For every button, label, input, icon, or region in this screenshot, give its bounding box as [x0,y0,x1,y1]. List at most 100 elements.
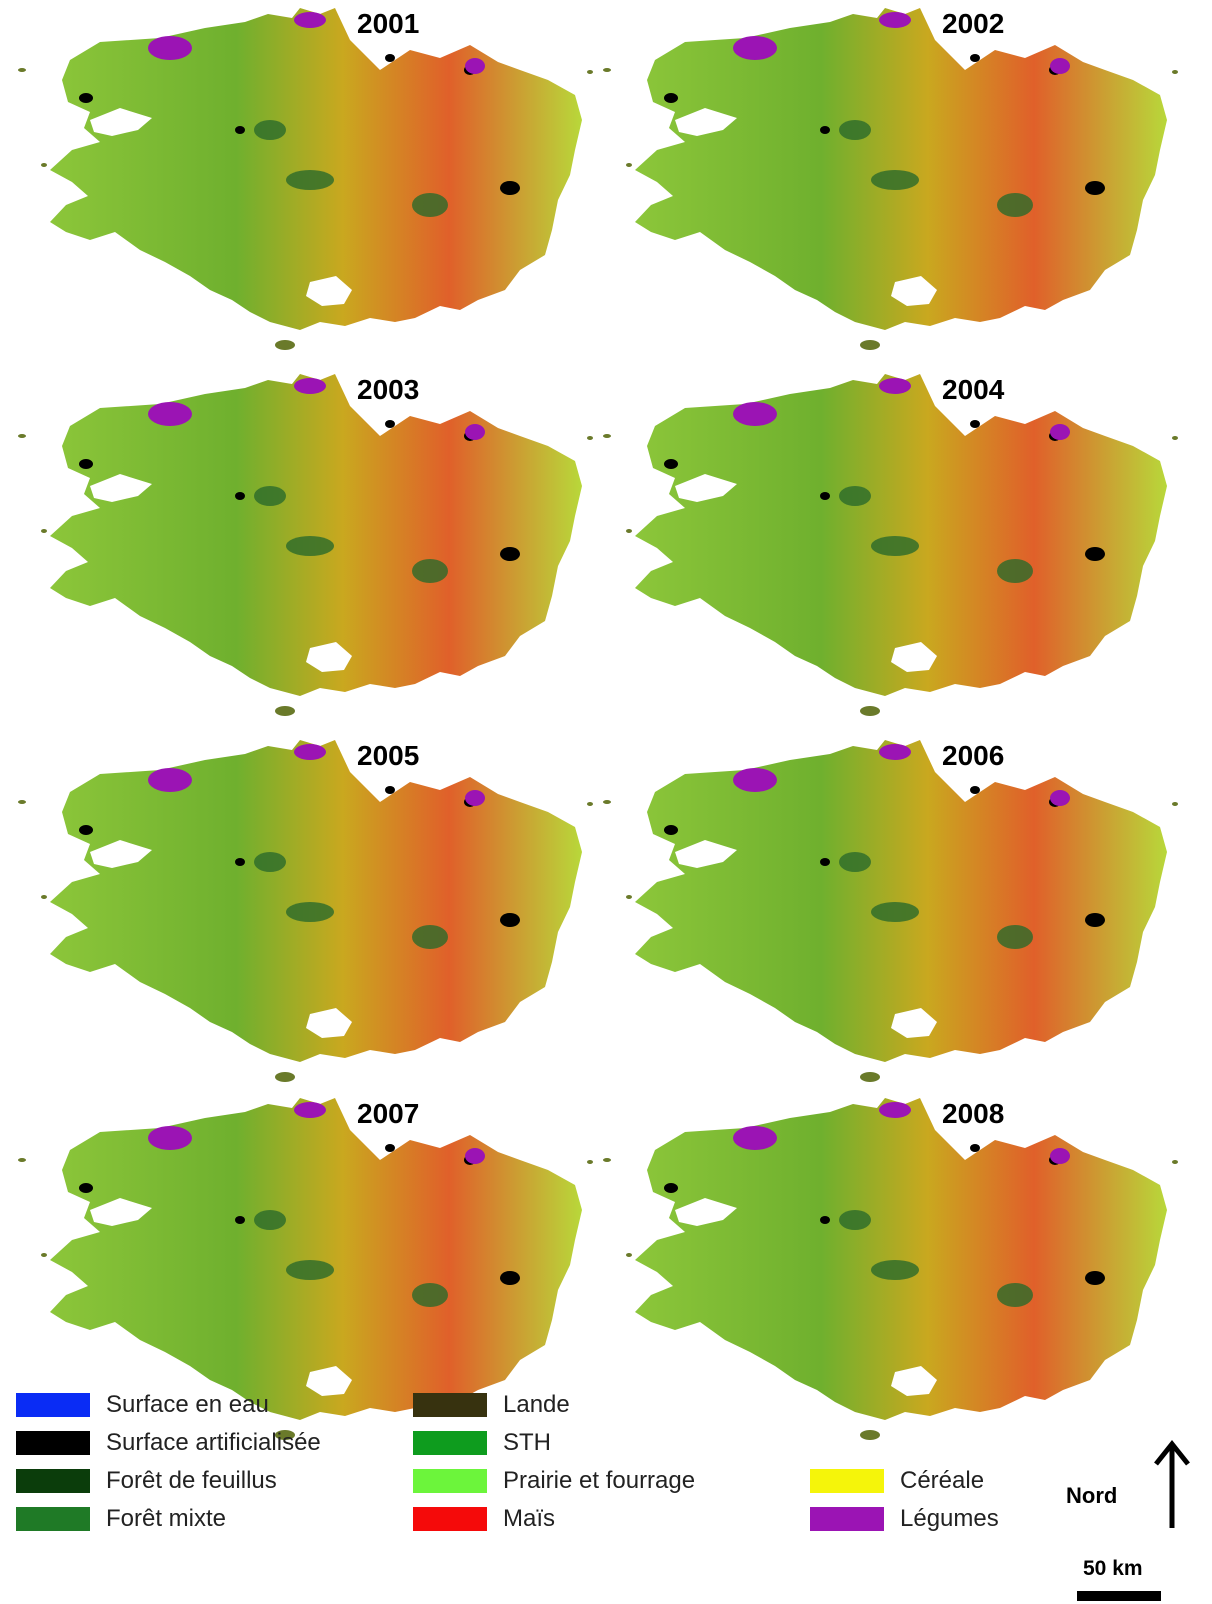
forest-patch [412,559,448,583]
legend-item-prairie: Prairie et fourrage [413,1467,695,1495]
forest-patch [871,902,919,922]
vegetable-area [879,744,911,760]
landcover-map [603,1098,1178,1440]
forest-patch [839,486,871,506]
island [860,706,880,716]
brittany-landmass [50,740,582,1062]
coastal-water [675,840,737,868]
forest-patch [997,925,1033,949]
island [18,800,26,804]
island [41,529,47,533]
island [41,895,47,899]
island [275,1430,295,1440]
urban-area [820,492,830,500]
legend-label: Lande [503,1391,570,1418]
legend-label: Légumes [900,1505,999,1532]
swatch-mais [413,1507,487,1531]
urban-area [235,492,245,500]
coastal-water [306,1008,352,1038]
island [587,1160,593,1164]
island [860,340,880,350]
legend-item-cereale: Céréale [810,1467,984,1495]
urban-area [1085,181,1105,195]
forest-patch [871,1260,919,1280]
vegetable-area [148,768,192,792]
brittany-landmass [635,374,1167,696]
legend-label: Surface artificialisée [106,1429,321,1456]
legend-item-broadleaf: Forêt de feuillus [16,1467,277,1495]
swatch-artificial [16,1431,90,1455]
island [587,436,593,440]
brittany-landmass [635,1098,1167,1420]
coastal-water [891,642,937,672]
island [275,340,295,350]
forest-patch [286,170,334,190]
urban-area [79,93,93,103]
brittany-landmass [50,8,582,330]
island [1172,802,1178,806]
swatch-lande [413,1393,487,1417]
north-arrow-icon [1154,1440,1190,1528]
brittany-landmass [50,374,582,696]
swatch-water [16,1393,90,1417]
urban-area [385,1144,395,1152]
urban-area [820,1216,830,1224]
coastal-water [891,1008,937,1038]
scale-label: 50 km [1083,1557,1143,1580]
legend-label: Prairie et fourrage [503,1467,696,1494]
landcover-map [603,740,1178,1082]
island [1172,436,1178,440]
legend-label: Forêt mixte [106,1505,227,1532]
legend-item-lande: Lande [413,1391,570,1419]
island [603,800,611,804]
urban-area [1085,1271,1105,1285]
forest-patch [839,120,871,140]
island [860,1430,880,1440]
coastal-water [306,642,352,672]
urban-area [970,1144,980,1152]
coastal-water [306,1366,352,1396]
map-panel-2005: 2005 [0,732,600,1104]
vegetable-area [465,58,485,74]
vegetable-area [294,378,326,394]
forest-patch [286,536,334,556]
island [626,895,632,899]
urban-area [79,1183,93,1193]
landcover-map [18,8,593,350]
vegetable-area [148,36,192,60]
vegetable-area [1050,58,1070,74]
map-panel-2004: 2004 [585,366,1185,738]
vegetable-area [733,36,777,60]
island [603,1158,611,1162]
landcover-map [603,8,1178,350]
forest-patch [254,120,286,140]
legend-item-artificial: Surface artificialisée [16,1429,321,1457]
legend-item-mixed-forest: Forêt mixte [16,1505,226,1533]
forest-patch [254,1210,286,1230]
landcover-map [18,374,593,716]
urban-area [1085,913,1105,927]
urban-area [500,1271,520,1285]
island [603,434,611,438]
map-panel-2007: 2007 [0,1090,600,1462]
forest-patch [254,852,286,872]
island [18,1158,26,1162]
legend-item-mais: Maïs [413,1505,555,1533]
vegetable-area [1050,1148,1070,1164]
vegetable-area [879,1102,911,1118]
urban-area [385,786,395,794]
brittany-landmass [50,1098,582,1420]
island [587,70,593,74]
urban-area [970,54,980,62]
vegetable-area [294,1102,326,1118]
urban-area [385,420,395,428]
coastal-water [90,1198,152,1226]
map-panel-2003: 2003 [0,366,600,738]
urban-area [385,54,395,62]
swatch-legumes [810,1507,884,1531]
swatch-broadleaf [16,1469,90,1493]
urban-area [500,181,520,195]
vegetable-area [733,402,777,426]
vegetable-area [1050,790,1070,806]
north-label: Nord [1066,1483,1118,1508]
